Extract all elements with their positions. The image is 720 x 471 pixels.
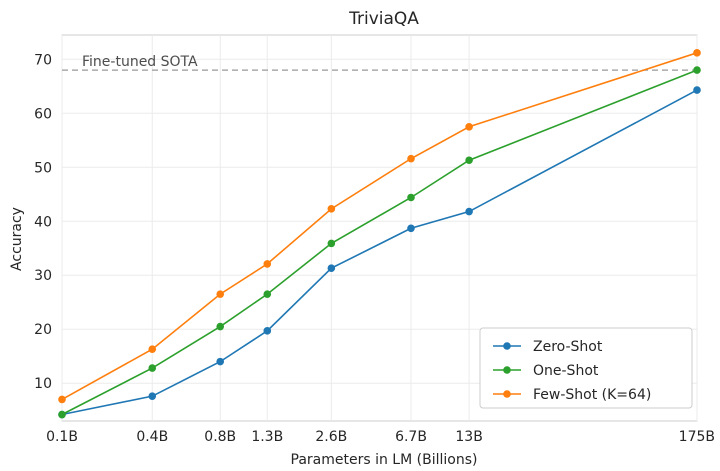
data-point-few-shot-k-64 (407, 154, 415, 163)
data-point-one-shot (693, 66, 701, 74)
chart-title: TriviaQA (348, 9, 419, 29)
legend-label: One-Shot (533, 363, 599, 379)
data-point-few-shot-k-64 (327, 205, 336, 213)
legend-swatch-marker (503, 390, 511, 398)
legend-label: Zero-Shot (533, 339, 603, 355)
data-point-few-shot-k-64 (263, 260, 272, 268)
x-tick-label: 1.3B (251, 429, 283, 445)
data-point-one-shot (327, 239, 336, 248)
data-point-one-shot (407, 193, 415, 202)
y-tick-label: 60 (34, 106, 52, 122)
data-point-one-shot (58, 410, 66, 419)
x-tick-label: 6.7B (395, 429, 427, 445)
series-group (58, 49, 701, 419)
y-tick-label: 40 (34, 214, 52, 230)
x-tick-label: 0.4B (136, 429, 168, 445)
series-one-shot (58, 66, 701, 419)
series-few-shot-k-64 (58, 49, 701, 404)
x-tick-label: 0.8B (204, 429, 236, 445)
x-tick-label: 175B (679, 429, 715, 445)
data-point-zero-shot (693, 86, 701, 94)
legend-item-zero-shot: Zero-Shot (493, 339, 603, 355)
fine-tuned-sota-label: Fine-tuned SOTA (82, 54, 198, 70)
legend: Zero-Shot One-Shot Few-Shot (K=64) (479, 327, 693, 409)
legend-item-one-shot: One-Shot (493, 363, 599, 379)
legend-item-few-shot-k-64: Few-Shot (K=64) (493, 387, 651, 403)
data-point-few-shot-k-64 (693, 49, 701, 57)
data-point-one-shot (263, 290, 272, 298)
series-line-few-shot-k-64 (61, 52, 698, 401)
y-tick-label: 70 (34, 52, 52, 68)
data-point-zero-shot (216, 357, 225, 366)
data-point-zero-shot (327, 264, 336, 273)
data-point-zero-shot (148, 392, 157, 400)
data-point-few-shot-k-64 (58, 395, 66, 404)
legend-swatch-marker (503, 342, 511, 350)
legend-box (479, 327, 693, 409)
data-point-few-shot-k-64 (148, 345, 157, 353)
y-tick-labels: 10 20 30 40 50 60 70 (34, 52, 52, 392)
y-tick-label: 50 (34, 160, 52, 176)
data-point-zero-shot (263, 327, 272, 335)
data-point-one-shot (465, 156, 473, 165)
legend-swatch-marker (503, 366, 511, 374)
y-axis-label: Accuracy (9, 207, 25, 271)
x-tick-label: 0.1B (46, 429, 78, 445)
data-point-zero-shot (465, 207, 473, 216)
series-line-zero-shot (61, 89, 698, 416)
y-tick-label: 10 (34, 376, 52, 392)
legend-label: Few-Shot (K=64) (533, 387, 651, 403)
data-point-one-shot (148, 364, 157, 372)
data-point-one-shot (216, 322, 225, 331)
reference-group: Fine-tuned SOTA (62, 54, 697, 71)
y-tick-label: 30 (34, 268, 52, 284)
x-tick-label: 2.6B (315, 429, 347, 445)
x-axis-label: Parameters in LM (Billions) (291, 452, 478, 468)
y-tick-label: 20 (34, 322, 52, 338)
x-tick-label: 13B (455, 429, 482, 445)
plot-area: Fine-tuned SOTA (58, 34, 701, 422)
data-point-zero-shot (407, 224, 415, 233)
data-point-few-shot-k-64 (216, 290, 225, 298)
x-tick-labels: 0.1B 0.4B 0.8B 1.3B 2.6B 6.7B 13B 175B (46, 429, 715, 445)
series-line-one-shot (61, 69, 698, 416)
data-point-few-shot-k-64 (465, 122, 473, 131)
